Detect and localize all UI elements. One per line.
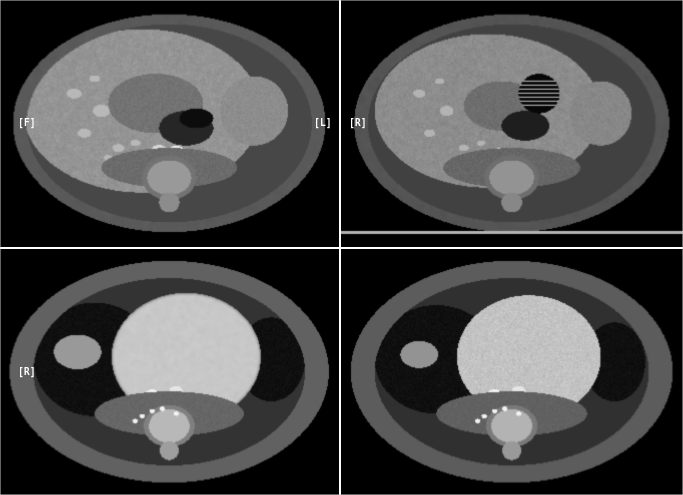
Text: [R]: [R] — [348, 118, 366, 128]
Text: [R]: [R] — [18, 367, 36, 377]
Text: [L]: [L] — [314, 118, 331, 128]
Text: [F]: [F] — [18, 118, 36, 128]
